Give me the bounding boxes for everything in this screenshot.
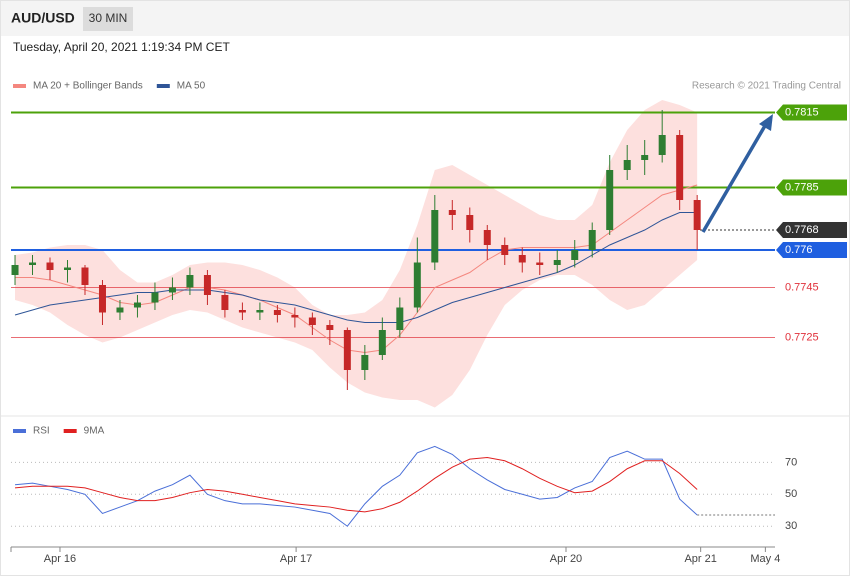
- datetime: Tuesday, April 20, 2021 1:19:34 PM CET: [13, 40, 230, 54]
- x-tick-label: Apr 20: [550, 553, 582, 565]
- candle-body: [151, 292, 159, 303]
- candle-body: [693, 200, 701, 230]
- level-label: 0.7785: [785, 181, 819, 193]
- candle-body: [553, 260, 561, 265]
- legend-label: 9MA: [84, 426, 105, 437]
- candle-body: [98, 285, 106, 313]
- candle-body: [203, 275, 211, 295]
- candle-body: [431, 210, 439, 263]
- bollinger-band: [15, 100, 698, 408]
- candle-body: [238, 310, 246, 313]
- candle-body: [536, 262, 544, 265]
- legend-swatch: [63, 429, 77, 433]
- forecast-arrow: [701, 123, 768, 233]
- candle-body: [291, 315, 299, 318]
- level-badge: [776, 222, 847, 238]
- timeframe-badge[interactable]: [83, 7, 133, 31]
- candle-body: [361, 355, 369, 370]
- header-bar: [1, 1, 849, 36]
- y-tick-label: 30: [785, 520, 797, 532]
- rsi-line: [14, 445, 698, 527]
- candle-body: [186, 275, 194, 288]
- level-badge: [776, 242, 847, 258]
- level-badge: [776, 104, 847, 121]
- candle-body: [501, 245, 509, 255]
- legend-swatch: [13, 84, 26, 88]
- level-label: 0.7768: [785, 224, 819, 236]
- candle-body: [396, 307, 404, 330]
- symbol: AUD/USD: [11, 10, 75, 26]
- candle-body: [168, 287, 176, 293]
- x-tick-label: May 4: [750, 553, 780, 565]
- ma-line: [15, 184, 698, 354]
- candle-body: [518, 255, 526, 263]
- legend-label: RSI: [33, 426, 50, 437]
- candle-body: [448, 210, 456, 215]
- candle-body: [571, 250, 579, 260]
- credit: Research © 2021 Trading Central: [692, 81, 841, 92]
- candle-body: [256, 310, 264, 313]
- level-label: 0.776: [785, 244, 813, 256]
- y-tick-label: 50: [785, 488, 797, 500]
- level-badge: [776, 179, 847, 196]
- candle-body: [133, 302, 141, 308]
- candle-body: [378, 330, 386, 355]
- candle-body: [63, 267, 71, 270]
- price-panel: MA 20 + Bollinger Bands MA 50 0.7815 0.7785…: [11, 81, 847, 408]
- legend-label: MA 50: [177, 81, 206, 92]
- candle-body: [466, 215, 474, 230]
- y-tick-label: 70: [785, 456, 797, 468]
- x-tick-label: Apr 21: [684, 553, 716, 565]
- candle-body: [606, 170, 614, 230]
- legend-swatch: [156, 84, 170, 88]
- forecast-arrowhead: [759, 114, 773, 131]
- candle-body: [46, 262, 54, 270]
- candle-body: [273, 310, 281, 315]
- candle-body: [343, 330, 351, 370]
- candle-body: [641, 155, 649, 160]
- candle-body: [658, 135, 666, 155]
- candle-body: [623, 160, 631, 170]
- level-label: 0.7745: [785, 281, 819, 293]
- ma-line: [14, 212, 698, 323]
- x-tick-label: Apr 17: [280, 553, 312, 565]
- candle-body: [483, 230, 491, 245]
- x-tick-label: Apr 16: [44, 553, 76, 565]
- rsi-line: [14, 457, 698, 513]
- candle-body: [81, 267, 89, 285]
- level-label: 0.7815: [785, 106, 819, 118]
- candle-body: [116, 307, 124, 313]
- legend-swatch: [13, 429, 26, 433]
- candle-body: [413, 262, 421, 308]
- candle-body: [676, 135, 684, 200]
- candle-body: [326, 325, 334, 330]
- level-label: 0.7725: [785, 331, 819, 343]
- legend-label: MA 20 + Bollinger Bands: [33, 81, 143, 92]
- timeframe[interactable]: 30 MIN: [89, 11, 128, 25]
- candle-body: [308, 317, 316, 325]
- candle-body: [221, 295, 229, 310]
- rsi-panel: RSI 9MA 30 50 70: [11, 426, 797, 532]
- candle-body: [588, 230, 596, 250]
- candle-body: [29, 262, 37, 265]
- candle-body: [11, 265, 19, 275]
- x-axis-ticks: Apr 16 Apr 17 Apr 20 Apr 21 May 4: [10, 547, 780, 565]
